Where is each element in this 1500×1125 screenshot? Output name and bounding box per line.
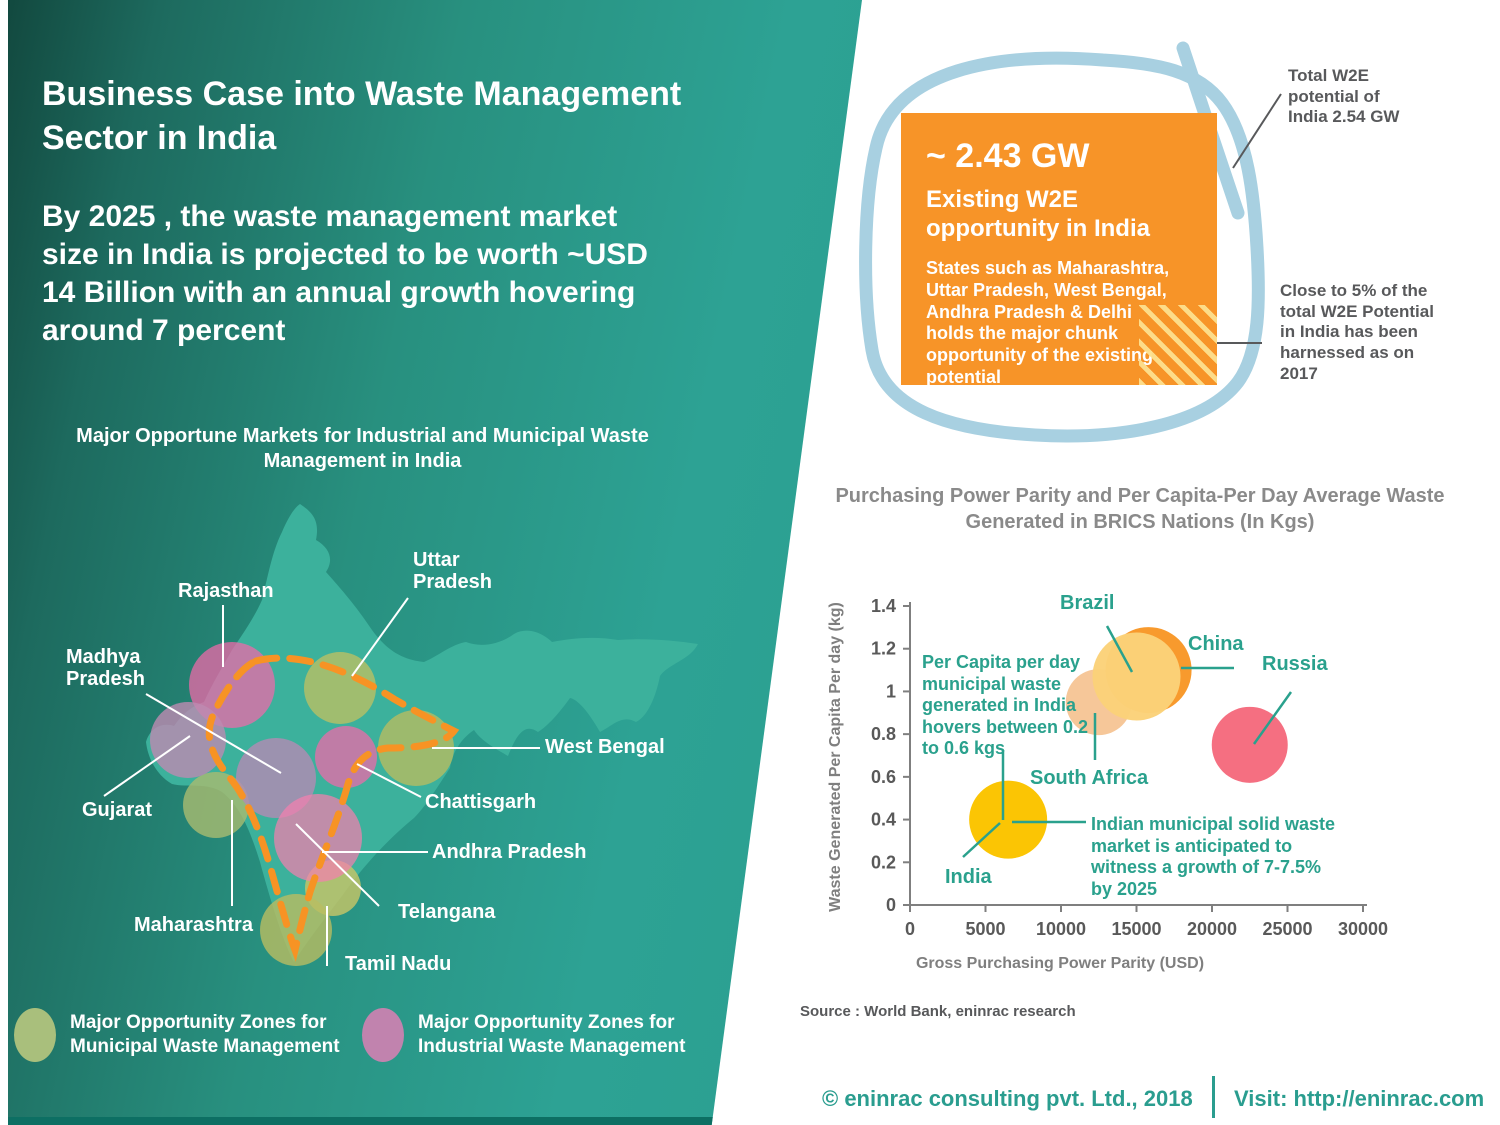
bubble-label-india: India: [945, 866, 992, 888]
panel-bottom-strip: [8, 1117, 862, 1125]
w2e-highlight-box: ~ 2.43 GW Existing W2E opportunity in In…: [901, 113, 1217, 387]
state-label-andhra-pradesh: Andhra Pradesh: [432, 841, 587, 863]
y-tick-label: 0.2: [871, 852, 896, 872]
chart-annotation-per-capita: Per Capita per day municipal waste gener…: [922, 652, 1089, 759]
w2e-heading: Existing W2E opportunity in India: [926, 186, 1150, 242]
state-label-tamil-nadu: Tamil Nadu: [345, 953, 452, 975]
country-bubble-russia: [1211, 706, 1288, 783]
state-label-gujarat: Gujarat: [82, 799, 153, 821]
state-label-telangana: Telangana: [398, 901, 496, 923]
x-tick-label: 10000: [1036, 919, 1086, 939]
source-note: Source : World Bank, eninrac research: [800, 1003, 1076, 1020]
municipal-zone-icon: [14, 1008, 56, 1062]
state-label-west-bengal: West Bengal: [545, 736, 665, 758]
state-label-chattisgarh: Chattisgarh: [425, 791, 537, 813]
map-title: Major Opportune Markets for Industrial a…: [76, 425, 649, 472]
country-bubble-india: [969, 780, 1048, 859]
y-tick-label: 0.6: [871, 767, 896, 787]
x-tick-label: 5000: [965, 919, 1005, 939]
chart-title: Purchasing Power Parity and Per Capita-P…: [835, 485, 1445, 533]
hatch-pattern: [1139, 305, 1217, 385]
industrial-zone-icon: [362, 1008, 404, 1062]
footer-separator: [1212, 1076, 1215, 1118]
y-tick-label: 0.4: [871, 810, 896, 830]
page-subtitle: By 2025 , the waste management market si…: [42, 200, 648, 348]
y-tick-label: 1.2: [871, 639, 896, 659]
y-axis-title: Waste Generated Per Capita Per day (kg): [827, 602, 844, 912]
country-bubble-china: [1105, 627, 1192, 714]
bubble-label-brazil: Brazil: [1060, 592, 1115, 614]
footer-copyright: © eninrac consulting pvt. Ltd., 2018: [822, 1086, 1193, 1111]
bubble-label-south-africa: South Africa: [1030, 767, 1149, 789]
legend-municipal: Major Opportunity Zones for Municipal Wa…: [14, 1008, 359, 1062]
state-label-maharashtra: Maharashtra: [134, 914, 253, 936]
footer-visit-link[interactable]: Visit: http://eninrac.com: [1234, 1086, 1485, 1111]
x-tick-label: 15000: [1111, 919, 1161, 939]
w2e-value: ~ 2.43 GW: [926, 137, 1090, 175]
state-label-uttar-pradesh: Uttar Pradesh: [413, 549, 492, 593]
x-tick-label: 0: [905, 919, 915, 939]
y-tick-label: 0: [886, 895, 896, 915]
country-bubble-brazil: [1092, 632, 1181, 721]
w2e-body: States such as Maharashtra, Uttar Prades…: [926, 257, 1170, 388]
y-tick-label: 1.4: [871, 596, 896, 616]
y-tick-label: 1: [886, 681, 896, 701]
x-tick-label: 20000: [1187, 919, 1237, 939]
bubble-label-china: China: [1188, 633, 1244, 655]
state-label-rajasthan: Rajasthan: [178, 580, 274, 602]
annotation-total-potential: Total W2E potential of India 2.54 GW: [1288, 66, 1400, 127]
x-tick-label: 30000: [1338, 919, 1388, 939]
x-tick-label: 25000: [1262, 919, 1312, 939]
bubble-label-russia: Russia: [1262, 653, 1328, 675]
legend-industrial: Major Opportunity Zones for Industrial W…: [362, 1008, 707, 1062]
legend-municipal-label: Major Opportunity Zones for Municipal Wa…: [70, 1012, 340, 1057]
x-axis-title: Gross Purchasing Power Parity (USD): [915, 955, 1205, 972]
state-label-madhya-pradesh: Madhya Pradesh: [66, 646, 145, 690]
y-tick-label: 0.8: [871, 724, 896, 744]
chart-annotation-growth: Indian municipal solid waste market is a…: [1091, 814, 1336, 899]
page-title: Business Case into Waste Management Sect…: [42, 75, 682, 158]
annotation-harnessed: Close to 5% of the total W2E Potential i…: [1280, 281, 1434, 383]
legend-industrial-label: Major Opportunity Zones for Industrial W…: [418, 1012, 686, 1057]
